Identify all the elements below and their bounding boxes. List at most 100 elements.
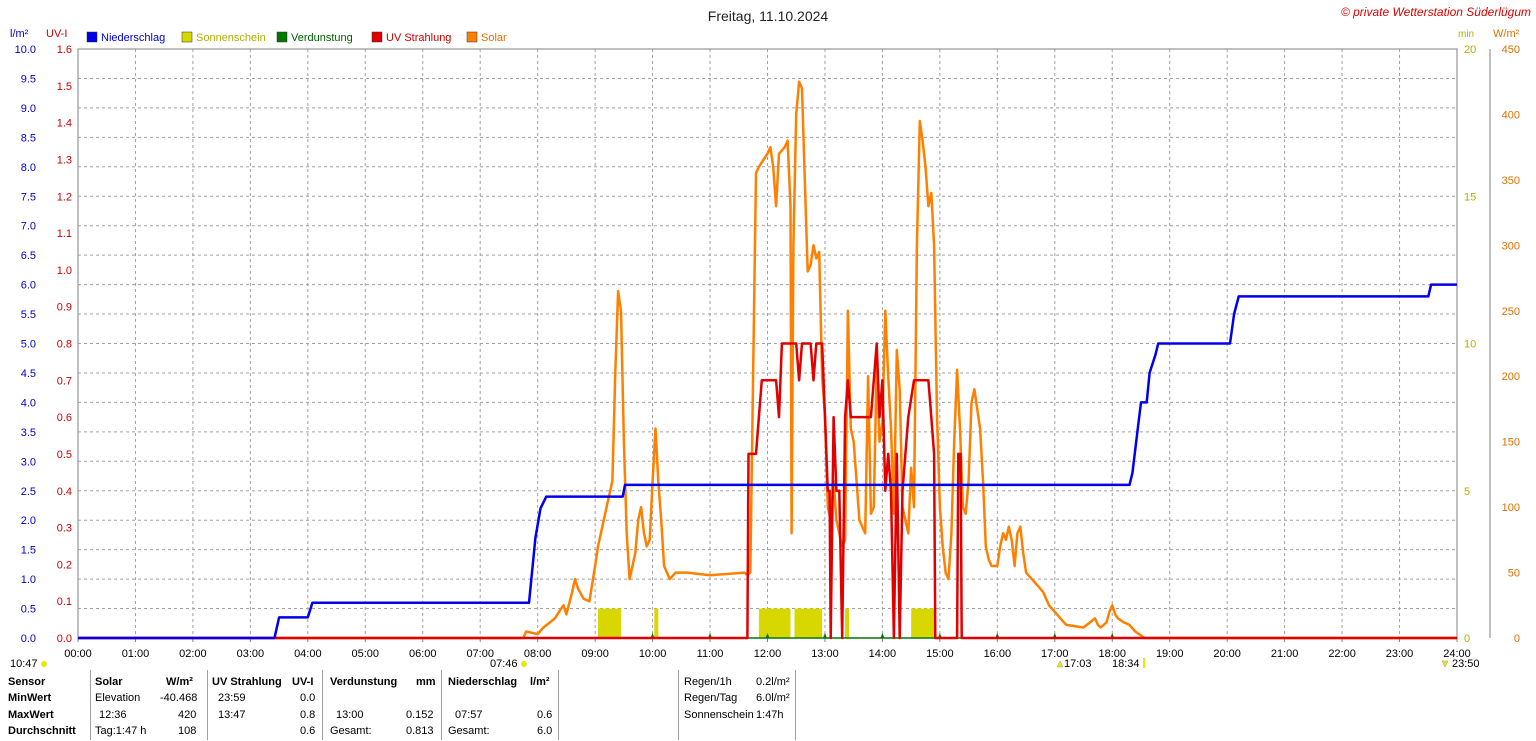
rain-tick-label: 7.0: [21, 221, 36, 233]
verdunstung-max-time: 13:00: [336, 709, 364, 721]
x-tick-label: 08:00: [524, 648, 552, 660]
stats-min-label: MinWert: [8, 692, 52, 704]
x-tick-label: 23:00: [1386, 648, 1414, 660]
stats-avg-label: Durchschnitt: [8, 725, 76, 737]
niederschlag-avg-val: 6.0: [537, 725, 553, 737]
x-tick-label: 02:00: [179, 648, 207, 660]
rain-tick-label: 7.5: [21, 191, 36, 203]
rain-tick-label: 9.0: [21, 103, 36, 115]
uv-header: UV Strahlung: [212, 676, 282, 688]
solar-tick-label: 200: [1502, 371, 1520, 383]
solar-tick-label: 250: [1502, 306, 1520, 318]
moonset-icon: [1056, 660, 1064, 668]
sunrise-time: 07:46: [490, 658, 518, 670]
rain-tick-label: 10.0: [15, 44, 36, 56]
uv-tick-label: 1.5: [57, 81, 72, 93]
uv-tick-label: 0.5: [57, 449, 72, 461]
stats-max-label: MaxWert: [8, 709, 54, 721]
sunrise-icon: [521, 661, 527, 667]
summary-rain-1h-value: 0.2l/m²: [756, 676, 790, 688]
legend-label: Sonnenschein: [196, 32, 266, 44]
rain-tick-label: 8.0: [21, 162, 36, 174]
solar-max-val: 420: [178, 709, 197, 721]
rain-tick-label: 8.5: [21, 132, 36, 144]
x-tick-label: 14:00: [869, 648, 897, 660]
uv-axis-unit: UV-I: [46, 28, 67, 40]
rain-tick-label: 5.0: [21, 339, 36, 351]
uv-tick-label: 0.6: [57, 412, 72, 424]
x-tick-label: 18:00: [1098, 648, 1126, 660]
verdunstung-avg-val: 0.813: [406, 725, 434, 737]
solar-tick-label: 50: [1508, 568, 1520, 580]
chart-grid: [77, 48, 1458, 639]
rain-axis-unit: l/m²: [10, 28, 29, 40]
sunshine-tick-label: 15: [1464, 191, 1476, 203]
sunshine-bar: [758, 608, 791, 638]
rain-tick-label: 4.5: [21, 368, 36, 380]
sunshine-tick-label: 5: [1464, 486, 1470, 498]
x-tick-label: 10:00: [639, 648, 667, 660]
solar-tick-label: 300: [1502, 240, 1520, 252]
summary-sunshine-label: Sonnenschein: [684, 709, 754, 721]
x-tick-label: 04:00: [294, 648, 322, 660]
rain-tick-label: 2.0: [21, 515, 36, 527]
sunset-time: 18:34: [1112, 658, 1140, 670]
uv-tick-label: 0.2: [57, 559, 72, 571]
x-tick-label: 03:00: [237, 648, 265, 660]
moonrise-time: 10:47: [10, 658, 38, 670]
uv-tick-label: 1.1: [57, 228, 72, 240]
uv-min-time: 23:59: [218, 692, 246, 704]
verdunstung-point: [765, 633, 770, 638]
x-tick-label: 05:00: [352, 648, 380, 660]
summary-rain-day-value: 6.0l/m²: [756, 692, 790, 704]
rain-tick-label: 0.0: [21, 633, 36, 645]
uv-max-time: 13:47: [218, 709, 246, 721]
x-tick-label: 24:00: [1443, 648, 1471, 660]
solar-tick-label: 450: [1502, 44, 1520, 56]
verdunstung-point: [880, 633, 885, 638]
rain-tick-label: 4.0: [21, 397, 36, 409]
solar-min-val: -40.468: [160, 692, 198, 704]
sunshine-bar: [654, 608, 659, 638]
solar-tick-label: 0: [1514, 633, 1520, 645]
rain-tick-label: 3.0: [21, 456, 36, 468]
summary-sunshine-value: 1:47h: [756, 709, 784, 721]
rain-tick-label: 9.5: [21, 73, 36, 85]
uv-tick-label: 1.0: [57, 265, 72, 277]
x-tick-label: 06:00: [409, 648, 437, 660]
x-tick-label: 17:00: [1041, 648, 1069, 660]
chart-title: Freitag, 11.10.2024: [708, 8, 829, 24]
legend-swatch: [466, 31, 478, 43]
uv-tick-label: 1.6: [57, 44, 72, 56]
x-tick-label: 12:00: [754, 648, 782, 660]
x-tick-label: 07:00: [466, 648, 494, 660]
solar-tick-label: 150: [1502, 437, 1520, 449]
rain-tick-label: 1.5: [21, 545, 36, 557]
uv-tick-label: 0.7: [57, 375, 72, 387]
x-tick-label: 20:00: [1213, 648, 1241, 660]
sunshine-axis-unit: min: [1458, 29, 1474, 40]
solar-tick-label: 350: [1502, 175, 1520, 187]
moonrise-icon: [41, 661, 47, 667]
verdunstung-max-val: 0.152: [406, 709, 434, 721]
rain-tick-label: 3.5: [21, 427, 36, 439]
sunshine-bar: [794, 608, 823, 638]
rain-tick-label: 0.5: [21, 604, 36, 616]
x-tick-label: 15:00: [926, 648, 954, 660]
niederschlag-line: [78, 283, 1457, 640]
solar-tick-label: 100: [1502, 502, 1520, 514]
uv-tick-label: 0.8: [57, 339, 72, 351]
x-tick-label: 19:00: [1156, 648, 1184, 660]
solar-unit: W/m²: [166, 676, 193, 688]
rain-tick-label: 1.0: [21, 574, 36, 586]
moonset-time: 17:03: [1064, 658, 1092, 670]
legend-swatch: [181, 31, 193, 43]
sunshine-bar: [597, 608, 621, 638]
copyright-label: © private Wetterstation Süderlügum: [1341, 5, 1531, 19]
sunshine-tick-label: 0: [1464, 633, 1470, 645]
uv-tick-label: 0.3: [57, 523, 72, 535]
legend-swatch: [276, 31, 288, 43]
moon-icon: [1441, 660, 1449, 668]
uv-min-val: 0.0: [300, 692, 316, 704]
